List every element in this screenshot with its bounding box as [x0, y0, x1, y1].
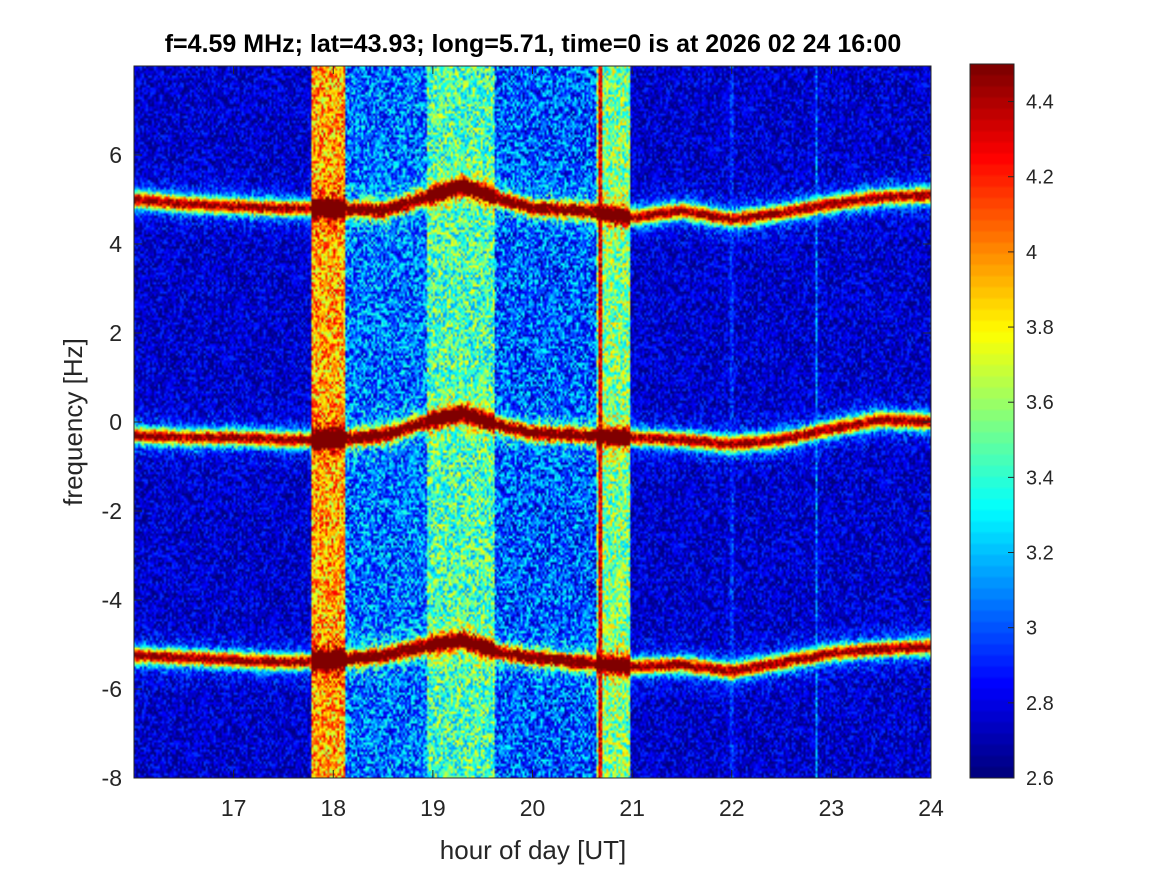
x-tick-label: 18	[320, 795, 346, 821]
colorbar-tick-label: 4.2	[1026, 167, 1054, 189]
colorbar-tick-label: 2.8	[1026, 693, 1054, 715]
colorbar: 2.6 2.8 3 3.2 3.4 3.6 3.8 4 4.2 4.4	[969, 63, 1054, 790]
chart-title: f=4.59 MHz; lat=43.93; long=5.71, time=0…	[165, 30, 902, 58]
x-tick-label: 23	[819, 795, 845, 821]
x-tick-label: 24	[918, 795, 944, 821]
colorbar-tick-label: 3.4	[1026, 467, 1054, 489]
y-axis-ticks: -8 -6 -4 -2 0 2 4 6	[102, 142, 931, 791]
x-tick-label: 17	[221, 795, 247, 821]
y-tick-label: 2	[109, 320, 122, 346]
colorbar-tick-label: 3.2	[1026, 543, 1054, 565]
colorbar-ticks: 2.6 2.8 3 3.2 3.4 3.6 3.8 4 4.2 4.4	[1008, 92, 1054, 790]
colorbar-tick-label: 3.6	[1026, 392, 1054, 414]
colorbar-tick-label: 4	[1026, 242, 1037, 264]
y-tick-label: 4	[109, 231, 122, 257]
colorbar-tick-label: 3.8	[1026, 317, 1054, 339]
x-tick-label: 19	[420, 795, 446, 821]
y-tick-label: -2	[102, 498, 122, 524]
y-tick-label: 6	[109, 142, 122, 168]
colorbar-tick-label: 2.6	[1026, 768, 1054, 790]
x-axis-ticks: 17 18 19 20 21 22 23 24	[221, 66, 944, 821]
colorbar-frame	[969, 63, 1015, 779]
x-tick-label: 21	[619, 795, 645, 821]
spectrogram-heatmap	[134, 66, 931, 778]
x-axis-label: hour of day [UT]	[440, 835, 626, 865]
y-tick-label: -4	[102, 587, 123, 613]
x-tick-label: 20	[520, 795, 546, 821]
x-tick-label: 22	[719, 795, 745, 821]
y-tick-label: -6	[102, 676, 122, 702]
colorbar-tick-label: 4.4	[1026, 92, 1054, 114]
y-tick-label: -8	[102, 765, 122, 791]
y-tick-label: 0	[109, 409, 122, 435]
colorbar-gradient	[970, 64, 1014, 778]
y-axis-label: frequency [Hz]	[58, 338, 88, 506]
colorbar-tick-label: 3	[1026, 618, 1037, 640]
